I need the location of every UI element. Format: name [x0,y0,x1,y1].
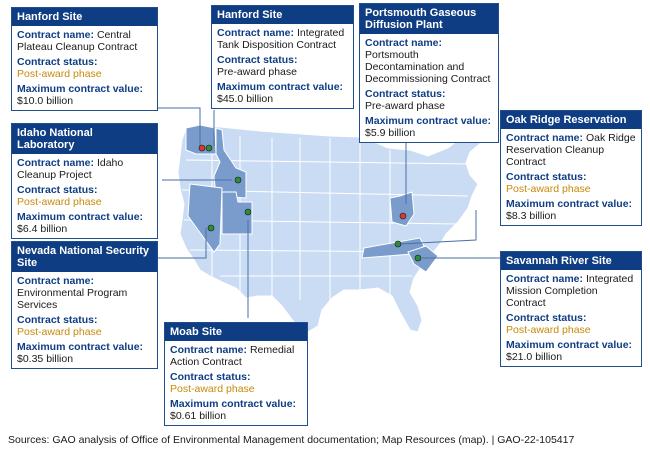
site-marker [234,176,242,184]
site-card-savannah-river: Savannah River Site Contract name: Integ… [500,251,642,367]
contract-status: Post-award phase [506,183,591,195]
source-note: Sources: GAO analysis of Office of Envir… [8,434,575,446]
site-marker [198,144,206,152]
status-label: Contract status: [217,54,298,66]
state-ohio [389,191,415,227]
contract-value: $5.9 billion [365,127,416,139]
status-label: Contract status: [506,171,587,183]
value-label: Maximum contract value: [506,339,633,351]
site-name: Hanford Site [212,6,353,24]
value-label: Maximum contract value: [17,341,144,353]
contract-name-label: Contract name: [365,37,443,49]
site-marker [399,212,407,220]
contract-name: Central Plateau Cleanup Contract [17,29,138,53]
status-label: Contract status: [17,56,98,68]
site-card-hanford-central-plateau: Hanford Site Contract name: Central Plat… [11,7,158,111]
site-marker [414,254,422,262]
site-name: Savannah River Site [501,252,641,270]
contract-name-label: Contract name: [506,273,584,285]
contract-name: Integrated Tank Disposition Contract [217,27,345,51]
site-marker [207,224,215,232]
site-name: Hanford Site [12,8,157,26]
contract-name-label: Contract name: [17,275,95,287]
site-marker [394,240,402,248]
status-label: Contract status: [365,88,446,100]
site-marker [244,208,252,216]
contract-status: Pre-award phase [365,100,445,112]
value-label: Maximum contract value: [217,81,344,93]
contract-status: Post-award phase [17,68,102,80]
site-name: Oak Ridge Reservation [501,111,641,129]
site-name: Moab Site [165,323,307,341]
site-card-idaho: Idaho National Laboratory Contract name:… [11,123,158,239]
contract-name: Portsmouth Decontamination and Decommiss… [365,49,491,85]
site-card-oak-ridge: Oak Ridge Reservation Contract name: Oak… [500,110,642,226]
contract-name-label: Contract name: [217,27,295,39]
site-card-moab: Moab Site Contract name: Remedial Action… [164,322,308,426]
status-label: Contract status: [170,371,251,383]
contract-name-label: Contract name: [17,29,95,41]
contract-value: $0.61 billion [170,410,227,422]
contract-value: $6.4 billion [17,223,68,235]
status-label: Contract status: [506,312,587,324]
site-card-nevada: Nevada National Security Site Contract n… [11,241,158,369]
contract-value: $10.0 billion [17,95,74,107]
status-label: Contract status: [17,314,98,326]
contract-name: Idaho Cleanup Project [17,157,124,181]
site-name: Idaho National Laboratory [12,124,157,154]
contract-name-label: Contract name: [506,132,584,144]
contract-name: Oak Ridge Reservation Cleanup Contract [506,132,636,168]
value-label: Maximum contract value: [365,115,492,127]
site-card-portsmouth: Portsmouth Gaseous Diffusion Plant Contr… [359,3,499,143]
contract-status: Post-award phase [506,324,591,336]
contract-value: $0.35 billion [17,353,74,365]
contract-value: $8.3 billion [506,210,557,222]
contract-value: $21.0 billion [506,351,563,363]
contract-status: Post-award phase [17,196,102,208]
contract-name: Environmental Program Services [17,287,128,311]
contract-status: Post-award phase [17,326,102,338]
site-name: Nevada National Security Site [12,242,157,272]
state-south-carolina [407,245,439,273]
contract-name: Integrated Mission Completion Contract [506,273,634,309]
site-card-hanford-tank-disposition: Hanford Site Contract name: Integrated T… [211,5,354,109]
contract-status: Post-award phase [170,383,255,395]
status-label: Contract status: [17,184,98,196]
value-label: Maximum contract value: [17,211,144,223]
state-utah [221,191,253,235]
value-label: Maximum contract value: [170,398,297,410]
leader-lines [156,107,500,318]
site-name: Portsmouth Gaseous Diffusion Plant [360,4,498,34]
contract-value: $45.0 billion [217,93,274,105]
value-label: Maximum contract value: [506,198,633,210]
contract-name: Remedial Action Contract [170,344,295,368]
value-label: Maximum contract value: [17,83,144,95]
contract-name-label: Contract name: [170,344,248,356]
contract-status: Pre-award phase [217,66,297,78]
contract-name-label: Contract name: [17,157,95,169]
state-nevada [187,183,223,253]
site-marker [205,144,213,152]
